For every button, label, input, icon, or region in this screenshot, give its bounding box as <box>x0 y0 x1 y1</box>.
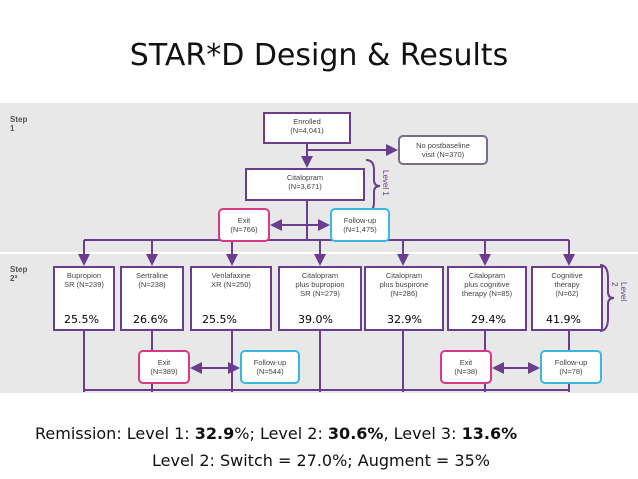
citalopram-box: Citalopram (N=3,671) <box>245 168 365 201</box>
level-1-label: Level 1 <box>381 170 390 196</box>
summary-level3-value: 13.6% <box>461 424 518 443</box>
treatment-line: Sertraline <box>135 271 169 280</box>
step-1-label: Step 1 <box>10 115 27 133</box>
summary-level1-value: 32.9 <box>194 424 235 443</box>
no-post-name: No postbaseline <box>416 141 470 150</box>
summary-mid2: , Level 3: <box>383 424 462 443</box>
treatment-line: plus buspirone <box>379 280 429 289</box>
enrolled-n: (N=4,041) <box>290 126 324 135</box>
treatment-line: Venlafaxine <box>211 271 251 280</box>
step-2-text: Step 2ª <box>10 265 28 283</box>
citalopram-n: (N=3,671) <box>288 182 322 191</box>
exit2a-n: (N=389) <box>150 367 178 376</box>
summary-prefix: Remission: Level 1: <box>35 424 195 443</box>
follow2b-name: Follow-up <box>554 358 588 367</box>
step-1-text: Step 1 <box>10 115 28 133</box>
page-title: STAR*D Design & Results <box>129 38 509 73</box>
enrolled-box: Enrolled (N=4,041) <box>263 112 351 144</box>
step-2-label: Step 2ª <box>10 265 27 283</box>
follow-up-box-level1: Follow-up (N=1,475) <box>330 208 390 242</box>
exit2b-n: (N=38) <box>454 367 478 376</box>
treatment-line: (N=238) <box>138 280 166 289</box>
level-2-label: Level 2 <box>610 282 628 302</box>
exit1-n: (N=766) <box>230 225 258 234</box>
follow1-n: (N=1,475) <box>343 225 377 234</box>
treatment-line: Cognitive <box>551 271 583 280</box>
summary-level2-value: 30.6% <box>327 424 384 443</box>
treatment-line: Bupropion <box>66 271 102 280</box>
exit-box-level2-left: Exit (N=389) <box>138 350 190 384</box>
exit1-name: Exit <box>237 216 251 225</box>
no-postbaseline-box: No postbaseline visit (N=370) <box>398 135 488 165</box>
treatment-line: plus bupropion <box>295 280 345 289</box>
treatment-line: Citalopram <box>468 271 506 280</box>
enrolled-name: Enrolled <box>293 117 321 126</box>
no-post-n: visit (N=370) <box>421 150 465 159</box>
treatment-line: therapy (N=85) <box>461 289 513 298</box>
remission-summary: Remission: Level 1: 32.9%; Level 2: 30.6… <box>35 424 517 443</box>
treatment-line: XR (N=250) <box>211 280 251 289</box>
exit2a-name: Exit <box>157 358 171 367</box>
remission-rate: 41.9% <box>545 313 582 326</box>
treatment-line: Citalopram <box>301 271 339 280</box>
exit-box-level2-right: Exit (N=38) <box>440 350 492 384</box>
follow1-name: Follow-up <box>343 216 377 225</box>
follow2a-n: (N=544) <box>256 367 284 376</box>
citalopram-name: Citalopram <box>286 173 324 182</box>
remission-rate: 26.6% <box>132 313 169 326</box>
follow-up-box-level2-right: Follow-up (N=78) <box>540 350 602 384</box>
follow-up-box-level2-left: Follow-up (N=544) <box>240 350 300 384</box>
exit-box-level1: Exit (N=766) <box>218 208 270 242</box>
switch-augment-summary: Level 2: Switch = 27.0%; Augment = 35% <box>152 451 490 470</box>
remission-rate: 25.5% <box>201 313 238 326</box>
treatment-line: (N=62) <box>555 289 579 298</box>
treatment-line: SR (N=239) <box>64 280 104 289</box>
treatment-line: SR (N=279) <box>300 289 340 298</box>
remission-rate: 32.9% <box>386 313 423 326</box>
remission-rate: 39.0% <box>297 313 334 326</box>
treatment-line: therapy <box>554 280 580 289</box>
treatment-line: plus cognitive <box>464 280 510 289</box>
summary-mid1: %; Level 2: <box>234 424 328 443</box>
remission-rate: 25.5% <box>63 313 100 326</box>
follow2a-name: Follow-up <box>253 358 287 367</box>
treatment-line: (N=286) <box>390 289 418 298</box>
exit2b-name: Exit <box>459 358 473 367</box>
treatment-line: Citalopram <box>385 271 423 280</box>
remission-rate: 29.4% <box>470 313 507 326</box>
follow2b-n: (N=78) <box>559 367 583 376</box>
